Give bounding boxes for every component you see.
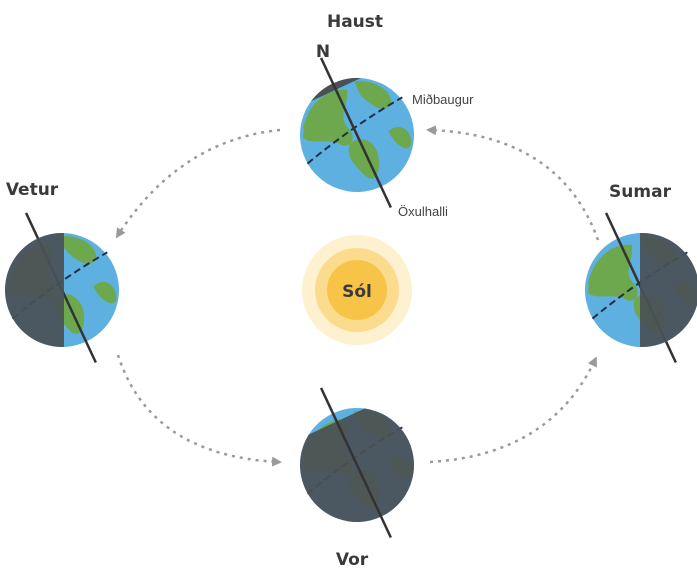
orbit-arrow	[118, 355, 278, 462]
orbit-arrow	[118, 130, 280, 235]
north-label: N	[316, 42, 330, 62]
sun-label: Sól	[342, 282, 372, 302]
equator-label: Miðbaugur	[412, 92, 474, 107]
season-label: Haust	[327, 12, 383, 32]
earth-spring	[267, 363, 445, 563]
season-label: Sumar	[609, 182, 672, 202]
orbit-arrow	[430, 360, 595, 462]
season-label: Vetur	[6, 180, 59, 200]
diagram: Sól Haust N Miðbaugur Öxulhalli Vetur Su…	[0, 0, 697, 574]
earth-summer	[554, 189, 697, 387]
season-label: Vor	[336, 550, 369, 570]
earth-winter	[0, 189, 147, 387]
earth-autumn	[267, 33, 445, 233]
orbit-arrow	[430, 130, 598, 240]
sun: Sól	[302, 235, 412, 345]
tilt-label: Öxulhalli	[398, 204, 448, 219]
